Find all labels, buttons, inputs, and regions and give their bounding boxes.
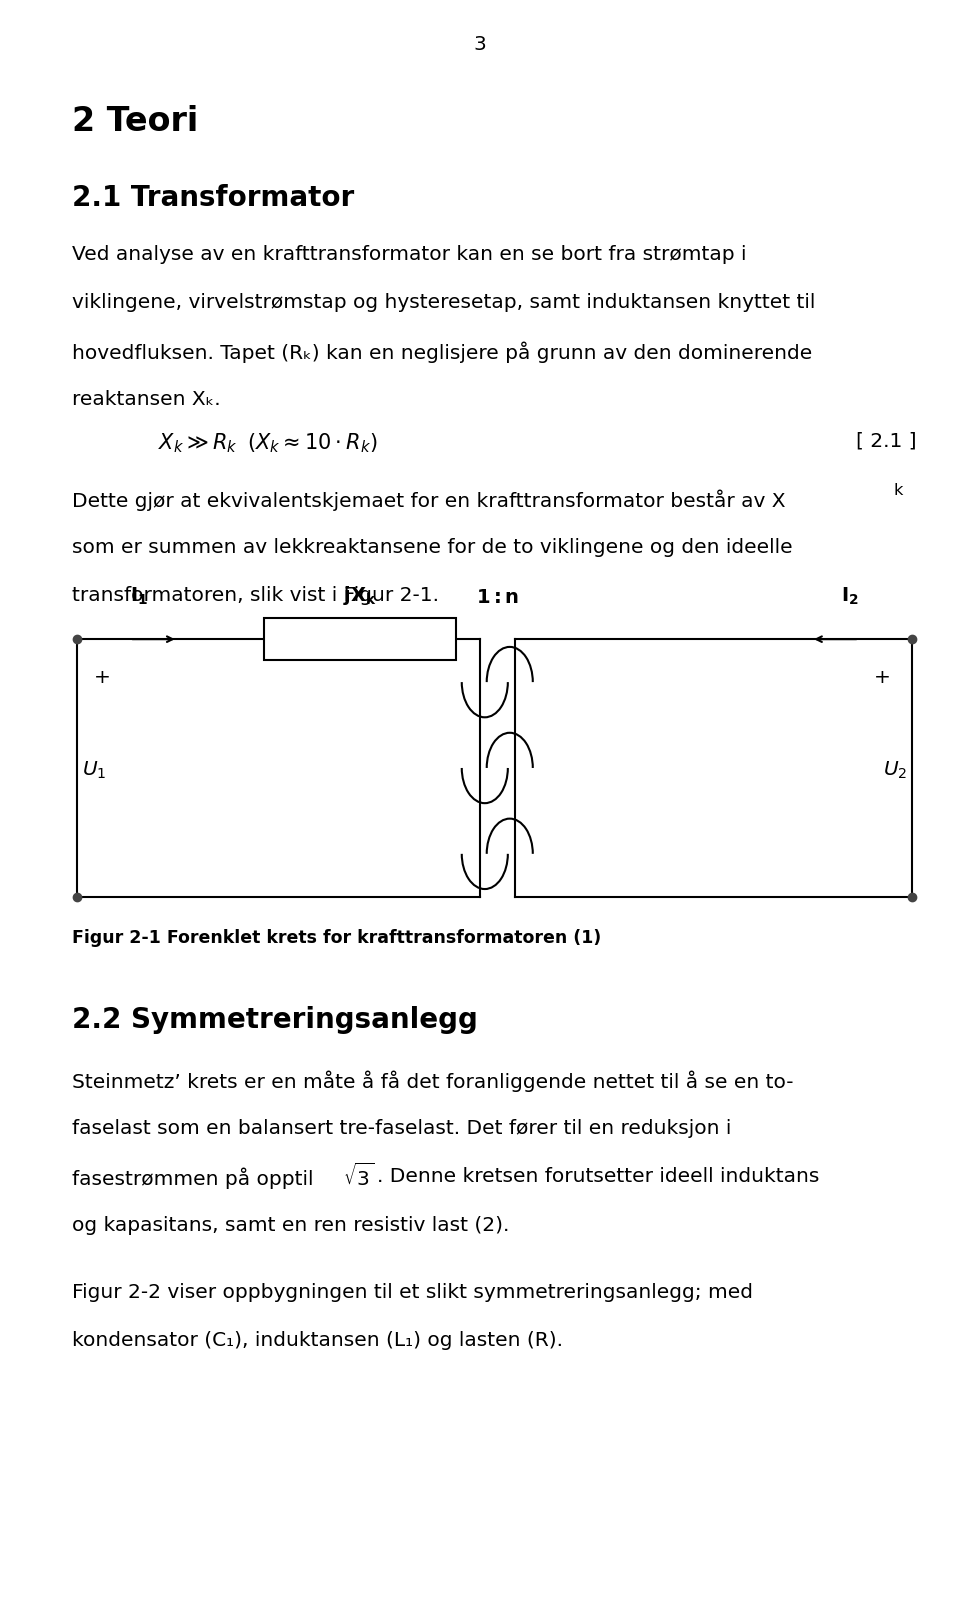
- Text: $\mathbf{jX_k}$: $\mathbf{jX_k}$: [343, 584, 377, 607]
- Text: $\mathbf{I_1}$: $\mathbf{I_1}$: [131, 586, 148, 607]
- Text: . Denne kretsen forutsetter ideell induktans: . Denne kretsen forutsetter ideell induk…: [377, 1167, 820, 1187]
- Text: Figur 2-2 viser oppbygningen til et slikt symmetreringsanlegg; med: Figur 2-2 viser oppbygningen til et slik…: [72, 1283, 753, 1302]
- Text: Figur 2-1 Forenklet krets for krafttransformatoren (1): Figur 2-1 Forenklet krets for krafttrans…: [72, 929, 601, 947]
- Text: fasestrømmen på opptil: fasestrømmen på opptil: [72, 1167, 320, 1188]
- Text: reaktansen Xₖ.: reaktansen Xₖ.: [72, 390, 221, 409]
- Text: [ 2.1 ]: [ 2.1 ]: [856, 431, 917, 451]
- Text: 2 Teori: 2 Teori: [72, 105, 199, 137]
- Text: og kapasitans, samt en ren resistiv last (2).: og kapasitans, samt en ren resistiv last…: [72, 1216, 510, 1235]
- Text: +: +: [874, 668, 891, 687]
- Text: $U_1$: $U_1$: [82, 760, 106, 781]
- Text: $\mathbf{I_2}$: $\mathbf{I_2}$: [841, 586, 858, 607]
- Text: $\mathbf{1:n}$: $\mathbf{1:n}$: [475, 588, 519, 607]
- Text: 3: 3: [473, 35, 487, 55]
- Text: k: k: [894, 483, 903, 497]
- Text: +: +: [94, 668, 111, 687]
- Text: kondensator (C₁), induktansen (L₁) og lasten (R).: kondensator (C₁), induktansen (L₁) og la…: [72, 1331, 563, 1351]
- Text: transformatoren, slik vist i Figur 2-1.: transformatoren, slik vist i Figur 2-1.: [72, 586, 439, 605]
- Text: Dette gjør at ekvivalentskjemaet for en krafttransformator består av X: Dette gjør at ekvivalentskjemaet for en …: [72, 489, 785, 510]
- Text: Steinmetz’ krets er en måte å få det foranliggende nettet til å se en to-: Steinmetz’ krets er en måte å få det for…: [72, 1071, 794, 1092]
- Text: $X_k \gg R_k \;\; (X_k \approx 10 \cdot R_k)$: $X_k \gg R_k \;\; (X_k \approx 10 \cdot …: [158, 431, 378, 456]
- Text: 2.2 Symmetreringsanlegg: 2.2 Symmetreringsanlegg: [72, 1006, 478, 1034]
- Text: 2.1 Transformator: 2.1 Transformator: [72, 184, 354, 211]
- Bar: [264, 618, 456, 660]
- Text: viklingene, virvelstrømstap og hysteresetap, samt induktansen knyttet til: viklingene, virvelstrømstap og hysterese…: [72, 293, 815, 312]
- Text: hovedfluksen. Tapet (Rₖ) kan en neglisjere på grunn av den dominerende: hovedfluksen. Tapet (Rₖ) kan en neglisje…: [72, 341, 812, 362]
- Text: som er summen av lekkreaktansene for de to viklingene og den ideelle: som er summen av lekkreaktansene for de …: [72, 538, 793, 557]
- Text: $U_2$: $U_2$: [883, 760, 907, 781]
- Text: Ved analyse av en krafttransformator kan en se bort fra strømtap i: Ved analyse av en krafttransformator kan…: [72, 245, 747, 264]
- Text: $\sqrt{3}$: $\sqrt{3}$: [343, 1162, 374, 1190]
- Text: faselast som en balansert tre-faselast. Det fører til en reduksjon i: faselast som en balansert tre-faselast. …: [72, 1119, 732, 1138]
